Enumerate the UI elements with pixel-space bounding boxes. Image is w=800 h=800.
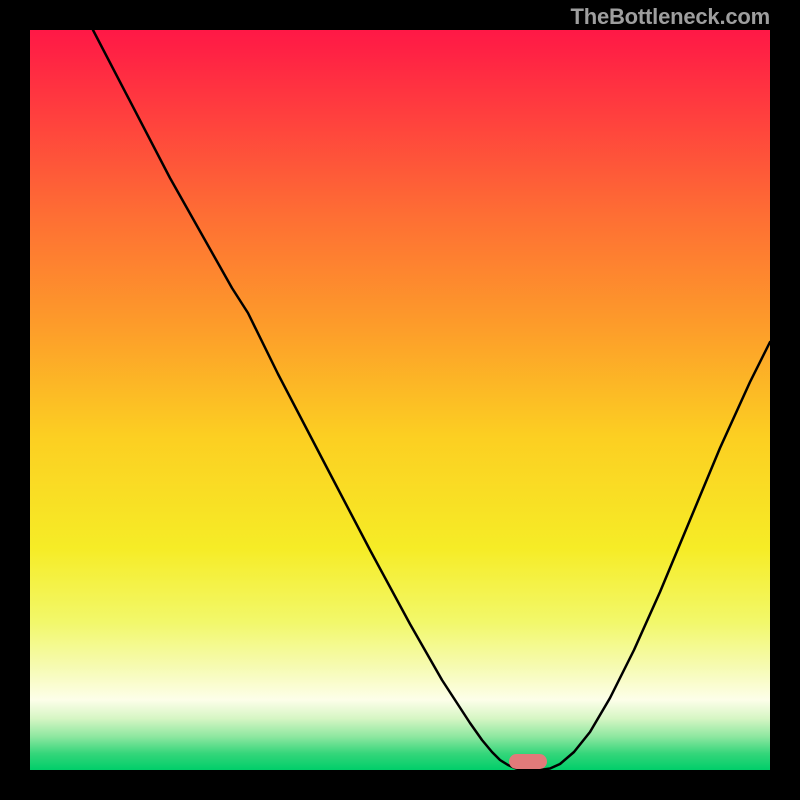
chart-container: TheBottleneck.com [0,0,800,800]
bottleneck-curve [30,30,770,770]
optimal-marker [509,754,547,769]
watermark-text: TheBottleneck.com [570,4,770,30]
plot-area [30,30,770,770]
